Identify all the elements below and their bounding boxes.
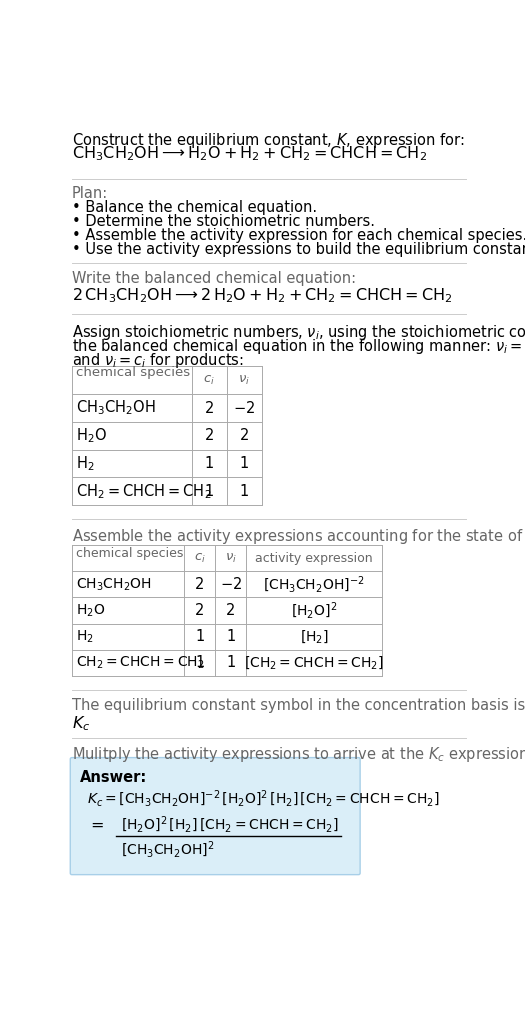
Text: $\mathrm{CH_2{=}CHCH{=}CH_2}$: $\mathrm{CH_2{=}CHCH{=}CH_2}$ <box>76 655 204 671</box>
Text: $\mathrm{CH_2{=}CHCH{=}CH_2}$: $\mathrm{CH_2{=}CHCH{=}CH_2}$ <box>77 482 212 501</box>
Text: • Assemble the activity expression for each chemical species.: • Assemble the activity expression for e… <box>72 228 525 243</box>
Text: and $\nu_i = c_i$ for products:: and $\nu_i = c_i$ for products: <box>72 351 244 370</box>
Text: 2: 2 <box>205 400 214 416</box>
Text: the balanced chemical equation in the following manner: $\nu_i = -c_i$ for react: the balanced chemical equation in the fo… <box>72 338 525 356</box>
Text: $[\mathrm{H_2O}]^2$: $[\mathrm{H_2O}]^2$ <box>291 600 337 621</box>
Text: $\mathrm{CH_3CH_2OH}$: $\mathrm{CH_3CH_2OH}$ <box>76 577 151 593</box>
Text: $[\mathrm{H_2}]$: $[\mathrm{H_2}]$ <box>300 628 329 645</box>
Text: The equilibrium constant symbol in the concentration basis is:: The equilibrium constant symbol in the c… <box>72 698 525 712</box>
Text: $K_c = [\mathrm{CH_3CH_2OH}]^{-2}\,[\mathrm{H_2O}]^2\,[\mathrm{H_2}]\,[\mathrm{C: $K_c = [\mathrm{CH_3CH_2OH}]^{-2}\,[\mat… <box>87 788 440 808</box>
Text: chemical species: chemical species <box>76 548 183 560</box>
Text: 1: 1 <box>205 456 214 471</box>
Text: $[\mathrm{H_2O}]^2\,[\mathrm{H_2}]\,[\mathrm{CH_2{=}CHCH{=}CH_2}]$: $[\mathrm{H_2O}]^2\,[\mathrm{H_2}]\,[\ma… <box>121 815 339 835</box>
Text: $=$: $=$ <box>87 817 104 832</box>
Text: Construct the equilibrium constant, $K$, expression for:: Construct the equilibrium constant, $K$,… <box>72 131 465 150</box>
Text: $c_i$: $c_i$ <box>194 552 206 564</box>
Text: $\mathrm{H_2O}$: $\mathrm{H_2O}$ <box>77 427 107 445</box>
Text: • Balance the chemical equation.: • Balance the chemical equation. <box>72 200 317 215</box>
Text: 1: 1 <box>226 656 235 670</box>
Text: 1: 1 <box>205 483 214 499</box>
Text: Assign stoichiometric numbers, $\nu_i$, using the stoichiometric coefficients, $: Assign stoichiometric numbers, $\nu_i$, … <box>72 323 525 343</box>
Text: $-2$: $-2$ <box>233 400 255 416</box>
Text: $\mathrm{CH_3CH_2OH}$: $\mathrm{CH_3CH_2OH}$ <box>77 399 156 418</box>
Text: $2\,\mathrm{CH_3CH_2OH} \longrightarrow 2\,\mathrm{H_2O} + \mathrm{H_2} + \mathr: $2\,\mathrm{CH_3CH_2OH} \longrightarrow … <box>72 286 453 305</box>
Text: $\nu_i$: $\nu_i$ <box>238 373 250 387</box>
Text: $c_i$: $c_i$ <box>204 373 215 387</box>
Text: 2: 2 <box>195 603 204 618</box>
Text: 1: 1 <box>195 629 204 644</box>
Text: Write the balanced chemical equation:: Write the balanced chemical equation: <box>72 271 356 286</box>
Text: 1: 1 <box>226 629 235 644</box>
Text: • Use the activity expressions to build the equilibrium constant expression.: • Use the activity expressions to build … <box>72 242 525 256</box>
Text: $\mathrm{H_2}$: $\mathrm{H_2}$ <box>76 629 93 645</box>
Text: $[\mathrm{CH_2{=}CHCH{=}CH_2}]$: $[\mathrm{CH_2{=}CHCH{=}CH_2}]$ <box>244 655 384 671</box>
Text: 1: 1 <box>239 456 249 471</box>
Text: 2: 2 <box>205 428 214 443</box>
Text: $-2$: $-2$ <box>219 577 242 592</box>
Text: 1: 1 <box>239 483 249 499</box>
Text: chemical species: chemical species <box>77 366 191 380</box>
Text: • Determine the stoichiometric numbers.: • Determine the stoichiometric numbers. <box>72 214 375 229</box>
Text: $\mathrm{CH_3CH_2OH} \longrightarrow \mathrm{H_2O} + \mathrm{H_2} + \mathrm{CH_2: $\mathrm{CH_3CH_2OH} \longrightarrow \ma… <box>72 145 427 163</box>
Text: Mulitply the activity expressions to arrive at the $K_c$ expression:: Mulitply the activity expressions to arr… <box>72 745 525 764</box>
Text: $K_c$: $K_c$ <box>72 714 90 734</box>
Text: activity expression: activity expression <box>255 552 373 564</box>
FancyBboxPatch shape <box>70 757 360 874</box>
Text: 2: 2 <box>195 577 204 592</box>
Text: $\mathrm{H_2}$: $\mathrm{H_2}$ <box>77 455 95 473</box>
Text: $\nu_i$: $\nu_i$ <box>225 552 237 564</box>
Text: $[\mathrm{CH_3CH_2OH}]^{-2}$: $[\mathrm{CH_3CH_2OH}]^{-2}$ <box>264 575 365 594</box>
Text: Plan:: Plan: <box>72 187 108 201</box>
Text: 1: 1 <box>195 656 204 670</box>
Text: 2: 2 <box>239 428 249 443</box>
Text: $[\mathrm{CH_3CH_2OH}]^2$: $[\mathrm{CH_3CH_2OH}]^2$ <box>121 839 215 860</box>
Text: 2: 2 <box>226 603 235 618</box>
Text: Answer:: Answer: <box>80 770 147 785</box>
Text: Assemble the activity expressions accounting for the state of matter and $\nu_i$: Assemble the activity expressions accoun… <box>72 526 525 546</box>
Text: $\mathrm{H_2O}$: $\mathrm{H_2O}$ <box>76 602 105 619</box>
